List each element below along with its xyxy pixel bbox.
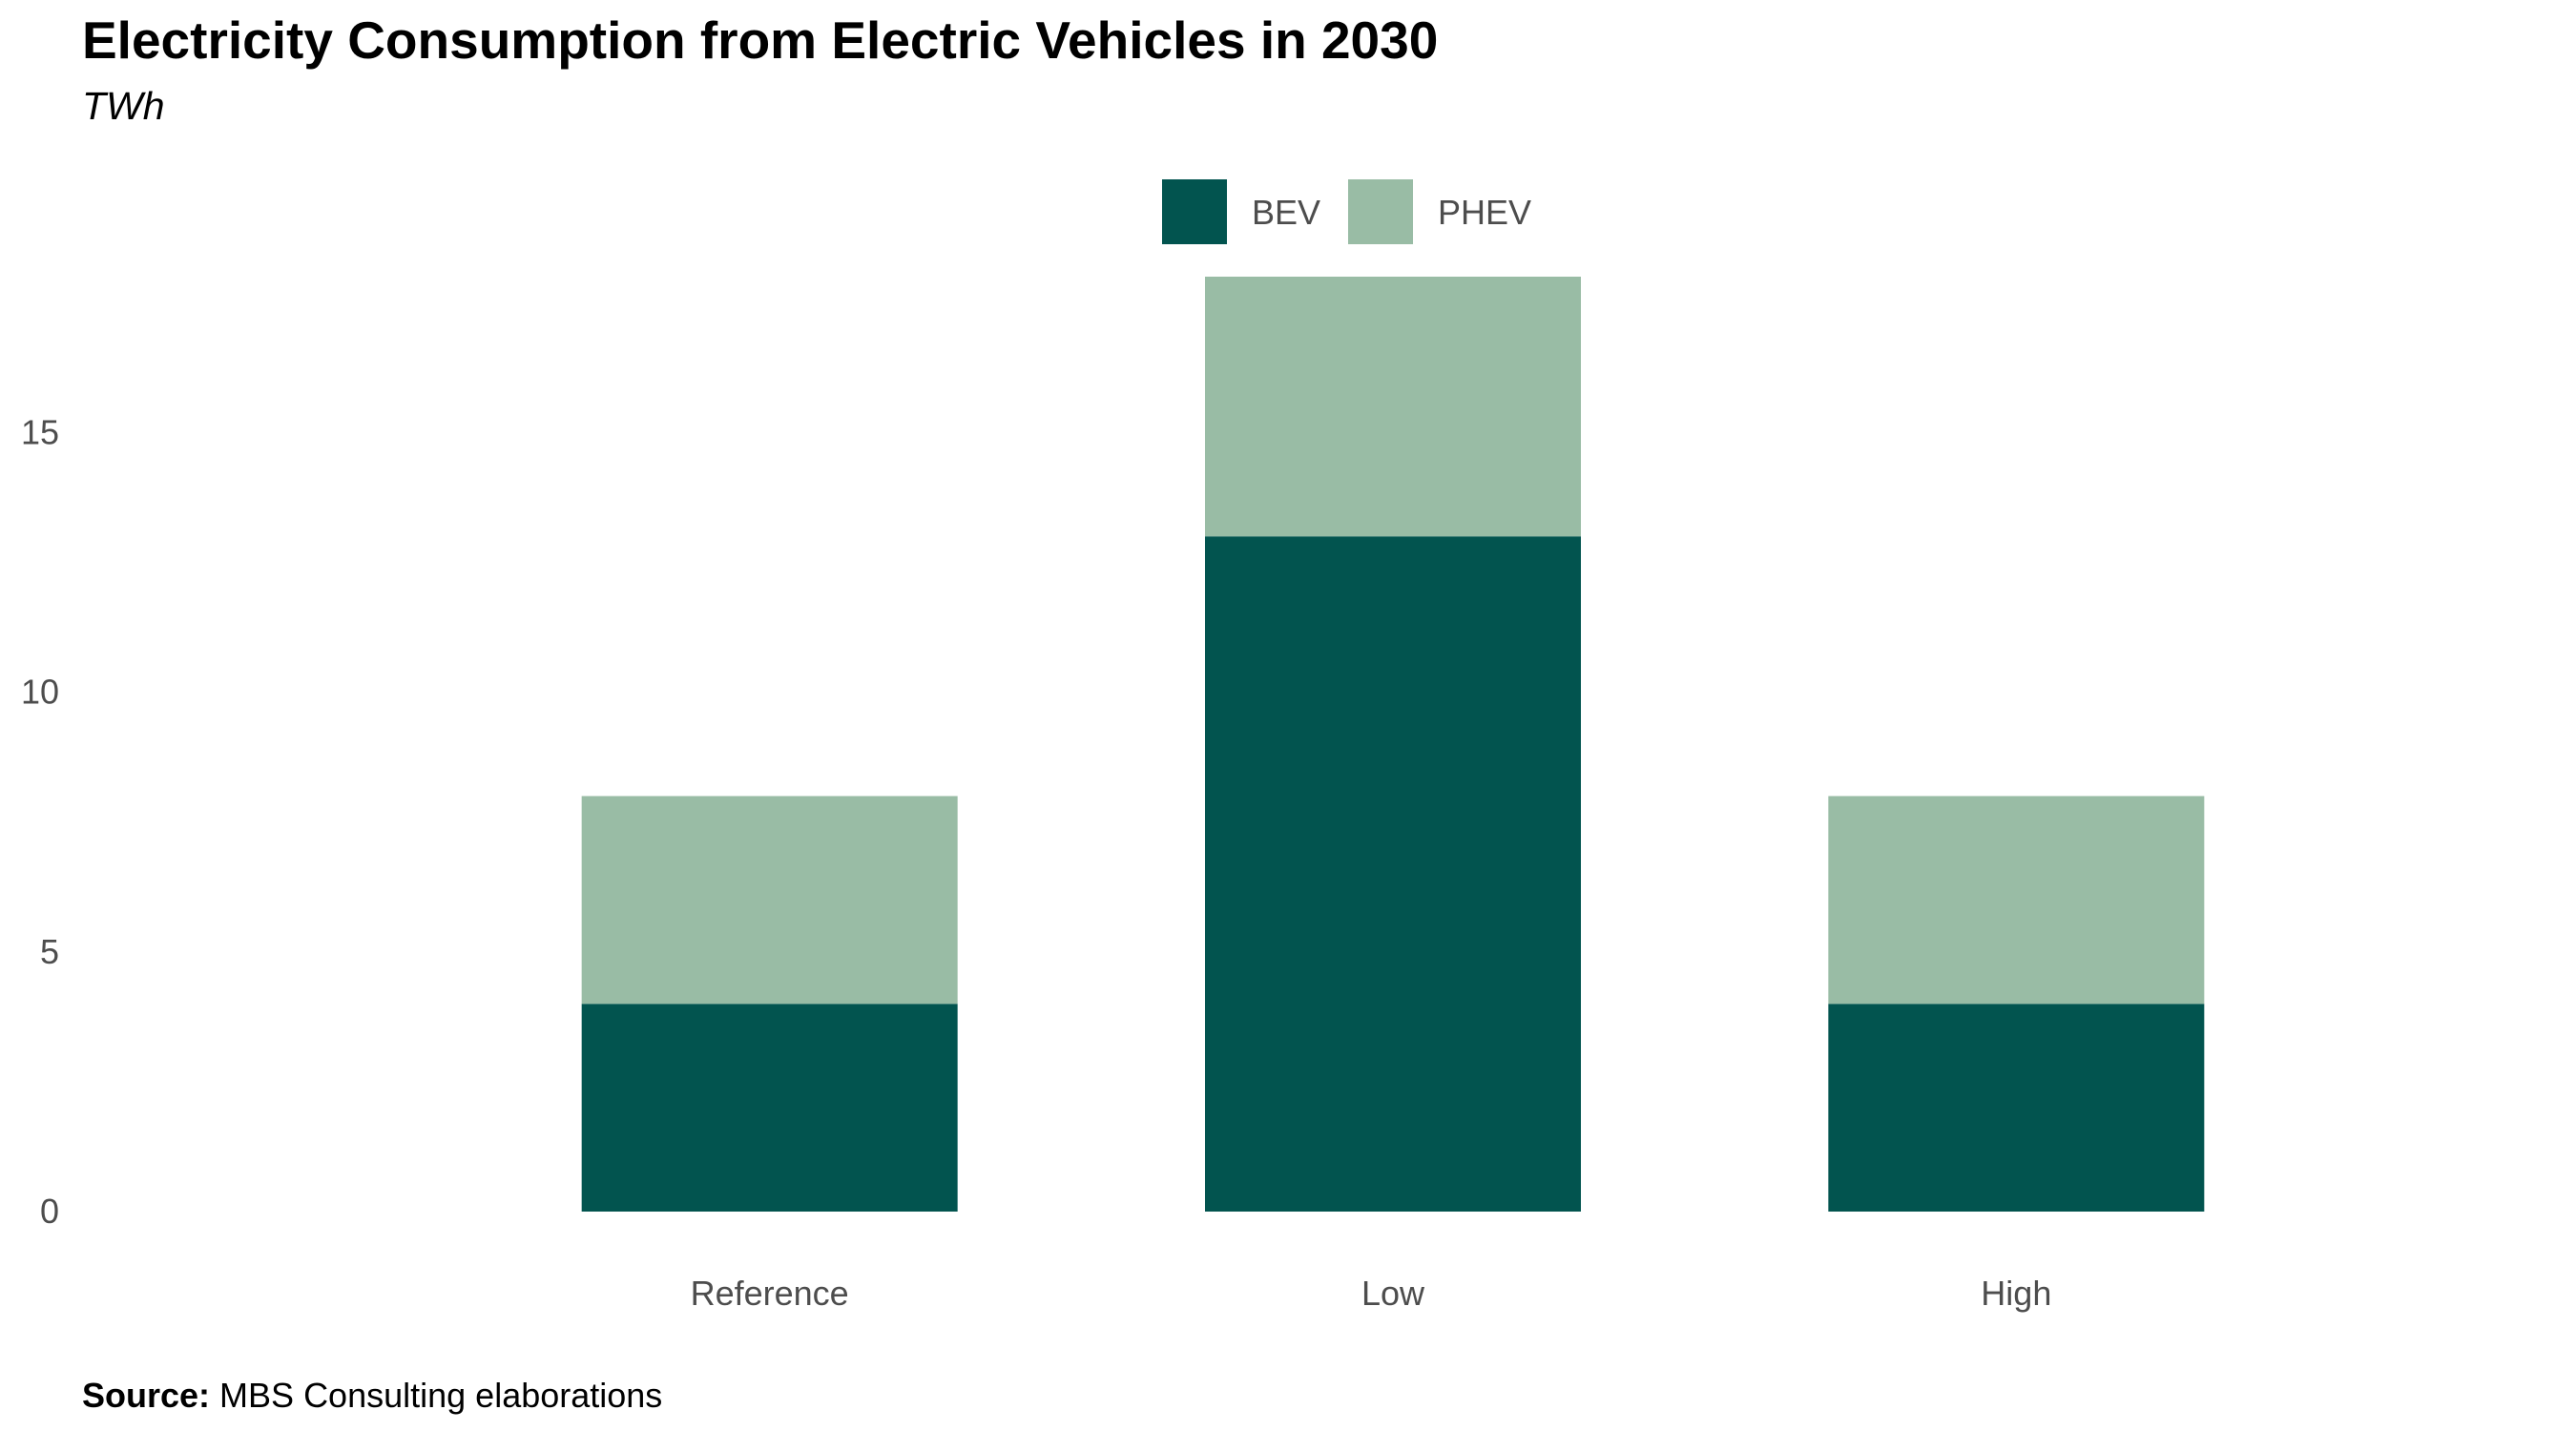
legend: BEV PHEV (1162, 179, 1531, 244)
source-label: Source: (82, 1376, 211, 1415)
source-text: MBS Consulting elaborations (210, 1376, 663, 1415)
bar-bev-high (1828, 1004, 2205, 1212)
y-tick-label: 10 (21, 673, 59, 712)
legend-label-phev: PHEV (1438, 193, 1531, 232)
legend-key-bev (1162, 179, 1227, 244)
x-tick-label: Low (1361, 1274, 1425, 1313)
chart-subtitle-unit: TWh (82, 84, 165, 128)
chart-title: Electricity Consumption from Electric Ve… (82, 10, 1439, 70)
x-tick-label: High (1981, 1274, 2051, 1313)
bar-phev-low (1205, 277, 1581, 537)
source-note: Source: MBS Consulting elaborations (82, 1376, 662, 1416)
y-tick-label: 0 (40, 1192, 59, 1231)
bar-phev-reference (581, 796, 958, 1005)
legend-key-phev (1348, 179, 1413, 244)
y-tick-label: 15 (21, 412, 59, 451)
bar-phev-high (1828, 796, 2205, 1005)
bar-bev-reference (581, 1004, 958, 1212)
y-axis: 0 5 10 15 (21, 412, 59, 1231)
bar-bev-low (1205, 536, 1581, 1212)
x-axis: Reference Low High (691, 1274, 2052, 1313)
bars (581, 277, 2205, 1212)
y-tick-label: 5 (40, 932, 59, 971)
x-tick-label: Reference (691, 1274, 849, 1313)
legend-label-bev: BEV (1252, 193, 1320, 232)
